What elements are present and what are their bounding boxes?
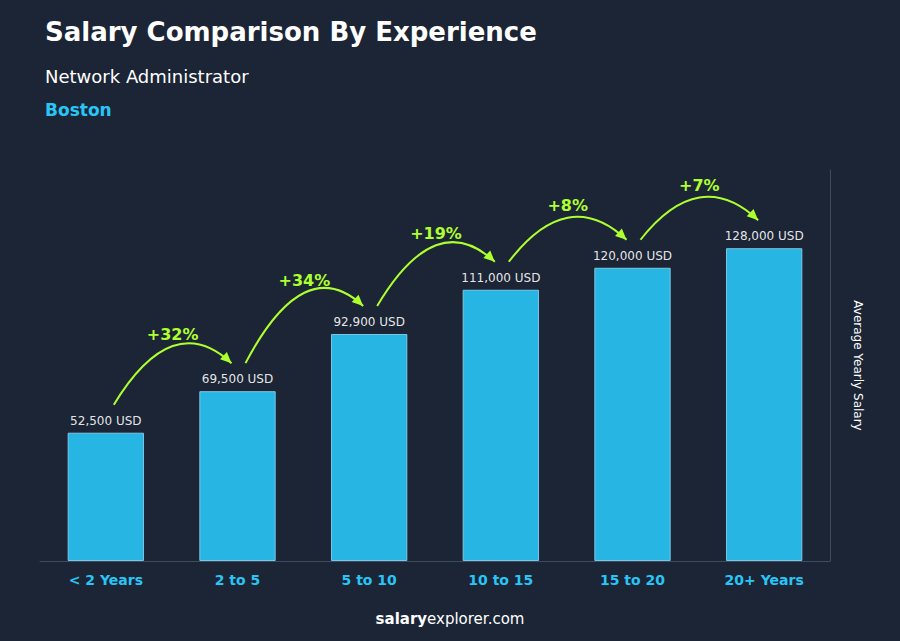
svg-text:Salary Comparison By Experienc: Salary Comparison By Experience <box>45 17 537 47</box>
svg-text:+19%: +19% <box>410 224 462 243</box>
svg-text:Boston: Boston <box>45 100 112 120</box>
svg-text:Average Yearly Salary: Average Yearly Salary <box>851 300 865 430</box>
svg-text:+32%: +32% <box>147 325 199 344</box>
svg-text:10 to 15: 10 to 15 <box>468 572 533 588</box>
svg-text:20+ Years: 20+ Years <box>725 572 804 588</box>
svg-text:92,900 USD: 92,900 USD <box>333 315 404 329</box>
svg-text:52,500 USD: 52,500 USD <box>70 414 141 428</box>
svg-text:5 to 10: 5 to 10 <box>342 572 398 588</box>
svg-text:120,000 USD: 120,000 USD <box>593 249 672 263</box>
svg-text:+34%: +34% <box>278 271 330 290</box>
svg-text:69,500 USD: 69,500 USD <box>202 372 273 386</box>
svg-text:15 to 20: 15 to 20 <box>600 572 665 588</box>
svg-text:Network Administrator: Network Administrator <box>45 66 249 87</box>
svg-text:salary: salary <box>376 610 428 628</box>
svg-text:+8%: +8% <box>547 196 588 215</box>
svg-text:128,000 USD: 128,000 USD <box>725 229 804 243</box>
svg-text:< 2 Years: < 2 Years <box>69 572 143 588</box>
svg-text:2 to 5: 2 to 5 <box>215 572 261 588</box>
svg-text:explorer.com: explorer.com <box>427 610 524 628</box>
svg-text:111,000 USD: 111,000 USD <box>461 271 540 285</box>
svg-text:+7%: +7% <box>679 176 720 195</box>
